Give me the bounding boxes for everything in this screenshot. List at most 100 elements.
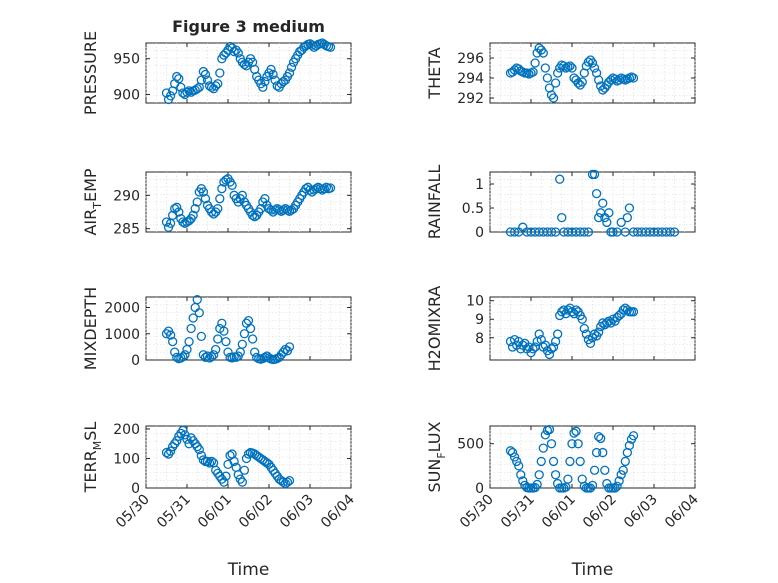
figure-title: Figure 3 medium — [172, 17, 325, 36]
data-point — [585, 338, 596, 348]
data-point — [583, 57, 594, 67]
data-point — [194, 444, 204, 455]
grid-lines — [489, 43, 696, 103]
data-point — [237, 477, 248, 487]
data-point — [548, 93, 559, 103]
data-point — [565, 456, 575, 467]
data-point — [188, 313, 198, 323]
data-point — [628, 307, 639, 317]
data-point — [161, 329, 172, 339]
data-point — [206, 456, 217, 467]
y-tick-label: 0 — [131, 481, 140, 497]
x-tick-label: 06/03 — [621, 492, 661, 532]
data-point — [266, 64, 276, 75]
data-point — [550, 470, 561, 480]
y-axis-label: RAINFALL — [425, 165, 444, 240]
subplot-sun-flux: 0 500 SUNFLUX 05/30 05/31 06/01 06/02 06/03 06/0… — [425, 421, 702, 580]
data-point — [534, 329, 544, 339]
x-tick-label: 06/02 — [580, 492, 620, 532]
y-axis-label: H2OMIXRA — [425, 286, 444, 372]
data-point — [172, 71, 182, 82]
data-point — [245, 323, 256, 334]
data-point — [282, 477, 293, 487]
data-point — [594, 212, 604, 223]
data-point — [614, 476, 624, 486]
data-point — [192, 84, 202, 94]
x-tick-label: 05/30 — [457, 492, 497, 532]
data-point — [174, 207, 184, 217]
y-tick-label: 200 — [113, 422, 140, 438]
data-point — [192, 294, 202, 305]
data-point — [161, 217, 172, 227]
data-point — [258, 82, 268, 92]
data-point — [231, 45, 241, 55]
data-point — [305, 185, 315, 195]
data-point — [233, 48, 243, 58]
data-point — [550, 78, 561, 88]
data-point — [602, 217, 612, 228]
data-point — [618, 465, 628, 475]
x-axis-label: Time — [571, 560, 614, 580]
data-point — [229, 46, 239, 57]
data-point — [213, 204, 223, 214]
data-point — [546, 227, 557, 237]
data-point — [548, 456, 559, 467]
y-axis-label: THETA — [425, 47, 444, 99]
data-point — [325, 42, 336, 52]
data-point — [571, 426, 581, 436]
series-markers — [505, 303, 639, 360]
y-axis-label: AIRTEMP — [81, 168, 104, 235]
series-markers — [505, 424, 639, 493]
data-point — [591, 188, 602, 199]
subplot-h2omixra: 8 9 10 H2OMIXRA — [425, 286, 696, 372]
data-point — [624, 440, 635, 451]
data-point — [569, 428, 579, 438]
y-tick-label: 0 — [475, 225, 484, 241]
data-point — [260, 76, 270, 87]
y-tick-label: 9 — [475, 312, 484, 328]
data-point — [237, 339, 248, 349]
data-point — [509, 227, 520, 237]
y-tick-label: 296 — [457, 51, 484, 67]
data-point — [567, 63, 577, 73]
y-tick-label: 2000 — [104, 301, 140, 317]
data-point — [170, 347, 180, 357]
data-point — [669, 227, 680, 237]
data-point — [172, 202, 182, 212]
data-point — [219, 326, 229, 336]
data-point — [546, 344, 557, 354]
data-point — [200, 69, 211, 80]
data-point — [616, 470, 626, 480]
grid-lines — [145, 297, 352, 360]
data-point — [559, 61, 569, 71]
data-point — [196, 331, 207, 342]
data-point — [589, 465, 600, 475]
data-point — [530, 58, 540, 68]
data-point — [555, 174, 565, 184]
x-tick-label: 06/04 — [318, 491, 358, 531]
data-point — [536, 456, 546, 467]
data-point — [219, 477, 229, 487]
data-point — [573, 439, 583, 449]
data-point — [548, 342, 559, 352]
data-point — [565, 61, 575, 71]
data-point — [284, 342, 295, 352]
series-markers — [505, 43, 639, 103]
data-point — [182, 434, 192, 444]
data-point — [538, 48, 548, 58]
subplot-rainfall: 0 0.5 1 RAINFALL — [425, 165, 696, 241]
data-point — [186, 323, 196, 334]
data-point — [176, 82, 186, 92]
data-point — [215, 68, 225, 78]
data-point — [546, 439, 557, 449]
data-point — [594, 327, 604, 337]
series-markers — [161, 425, 295, 489]
data-point — [540, 63, 550, 73]
y-tick-label: 500 — [457, 437, 484, 453]
data-point — [620, 456, 630, 467]
data-point — [239, 465, 250, 475]
data-point — [221, 471, 231, 481]
y-tick-label: 0 — [475, 481, 484, 497]
